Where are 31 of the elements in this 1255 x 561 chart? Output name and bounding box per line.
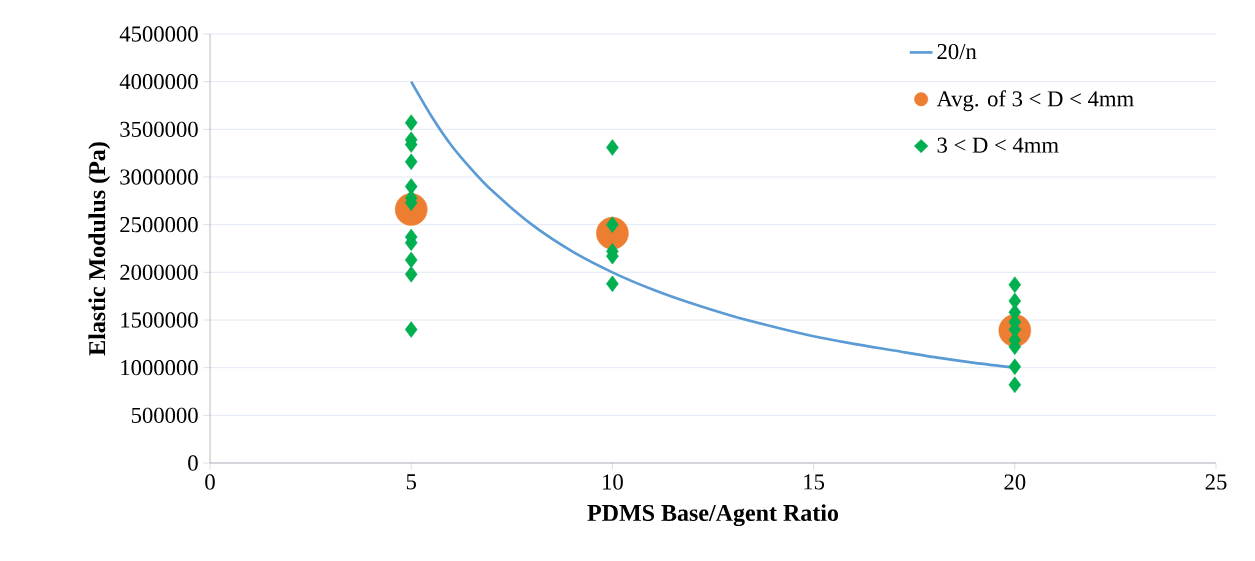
- point: [404, 153, 418, 171]
- y-tick-label: 1500000: [121, 312, 198, 328]
- x-tick-label: 10: [603, 474, 623, 490]
- y-axis-title: Elastic Modulus (Pa): [88, 142, 111, 356]
- y-tick-label: 4500000: [119, 26, 198, 42]
- point: [404, 265, 418, 283]
- point: [1008, 376, 1022, 394]
- point: [404, 321, 418, 338]
- x-axis-title: PDMS Base/Agent Ratio: [587, 504, 839, 527]
- x-tick-label: 5: [406, 474, 416, 490]
- y-tick-label: 1000000: [121, 360, 198, 376]
- y-tick-label: 0: [188, 455, 198, 471]
- x-tick-label: 20: [1004, 474, 1026, 490]
- x-tick-label: 25: [1205, 474, 1227, 490]
- y-tick-label: 500000: [131, 407, 198, 423]
- legend-label: 20/n: [937, 43, 977, 60]
- point: [606, 139, 619, 156]
- point: [606, 275, 619, 293]
- y-tick-label: 2000000: [120, 264, 198, 280]
- x-tick-label: 15: [804, 474, 825, 490]
- legend-label: 3 < D < 4mm: [937, 137, 1059, 153]
- point: [1008, 276, 1022, 293]
- y-tick-label: 2500000: [120, 217, 198, 233]
- point: [404, 251, 418, 269]
- x-tick-label: 0: [205, 474, 215, 490]
- y-tick-label: 3000000: [120, 169, 198, 185]
- point: [1008, 358, 1022, 375]
- y-tick-label: 3500000: [120, 121, 198, 137]
- point: [404, 114, 418, 131]
- legend-label: Avg. of 3 < D < 4mm: [936, 90, 1134, 112]
- y-tick-label: 4000000: [119, 74, 198, 90]
